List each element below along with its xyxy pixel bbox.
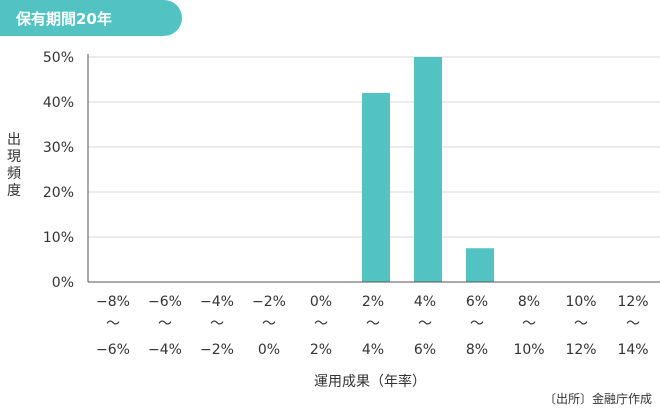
x-tick-label-to: 4% <box>362 342 384 358</box>
x-tick-label-from: 4% <box>414 294 436 310</box>
x-tick-label-sep: 〜 <box>626 316 640 332</box>
x-tick-label-from: 0% <box>310 294 332 310</box>
chart-title: 保有期間20年 <box>15 10 112 28</box>
x-tick-label-from: 6% <box>466 294 488 310</box>
x-axis-label: 運用成果（年率） <box>314 373 426 390</box>
x-tick-label-to: 12% <box>565 342 596 358</box>
y-tick-label: 50% <box>43 50 74 66</box>
x-tick-label-to: 10% <box>513 342 544 358</box>
y-tick-labels: 0% 10% 20% 30% 40% 50% <box>43 50 74 291</box>
x-tick-label-from: 2% <box>362 294 384 310</box>
x-tick-label-sep: 〜 <box>574 316 588 332</box>
y-axis-label: 出現頻度 <box>7 132 21 199</box>
x-tick-label-from: −2% <box>252 294 286 310</box>
bar <box>466 248 494 282</box>
x-tick-label-to: 0% <box>258 342 280 358</box>
x-tick-label-sep: 〜 <box>418 316 432 332</box>
x-tick-label-to: 14% <box>617 342 648 358</box>
x-tick-label-sep: 〜 <box>106 316 120 332</box>
x-tick-label-to: 8% <box>466 342 488 358</box>
y-tick-label: 20% <box>43 185 74 201</box>
x-tick-labels: −8% 〜 −6% −6% 〜 −4% −4% 〜 −2% −2% 〜 0% 0% 〜 2% 2% 〜 4% 4% 〜… <box>96 294 649 358</box>
y-tick-label: 10% <box>43 230 74 246</box>
source-note: 〔出所〕金融庁作成 <box>544 391 652 406</box>
x-tick-label-from: −8% <box>96 294 130 310</box>
bar <box>414 57 442 282</box>
x-tick-label-sep: 〜 <box>262 316 276 332</box>
x-tick-label-to: 2% <box>310 342 332 358</box>
x-tick-label-sep: 〜 <box>366 316 380 332</box>
x-tick-label-from: −4% <box>200 294 234 310</box>
x-tick-label-to: −4% <box>148 342 182 358</box>
y-tick-label: 40% <box>43 95 74 111</box>
bar <box>362 93 390 282</box>
x-tick-label-from: 8% <box>518 294 540 310</box>
x-tick-label-to: 6% <box>414 342 436 358</box>
x-tick-label-sep: 〜 <box>210 316 224 332</box>
x-tick-label-sep: 〜 <box>158 316 172 332</box>
x-tick-label-from: 12% <box>617 294 648 310</box>
bars <box>362 57 494 282</box>
x-tick-label-sep: 〜 <box>470 316 484 332</box>
title-tag <box>0 0 182 36</box>
x-tick-label-from: 10% <box>565 294 596 310</box>
x-tick-label-from: −6% <box>148 294 182 310</box>
x-tick-label-to: −2% <box>200 342 234 358</box>
y-tick-label: 0% <box>52 275 74 291</box>
x-tick-label-to: −6% <box>96 342 130 358</box>
x-tick-label-sep: 〜 <box>522 316 536 332</box>
y-tick-label: 30% <box>43 140 74 156</box>
x-tick-label-sep: 〜 <box>314 316 328 332</box>
